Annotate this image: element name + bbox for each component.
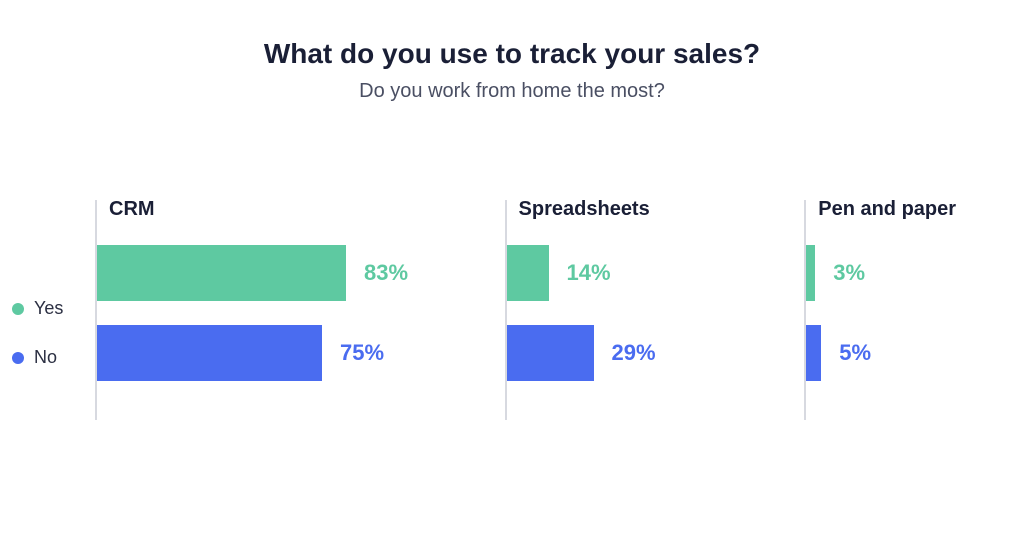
panel-label-spreadsheets: Spreadsheets (519, 198, 650, 221)
legend-item-yes: Yes (12, 298, 63, 319)
panels-container: CRM 83% 75% Spreadsheets 14% (95, 200, 1004, 420)
legend-dot-no (12, 352, 24, 364)
chart-canvas: What do you use to track your sales? Do … (0, 0, 1024, 552)
bar-row-pen-paper-no: 5% (806, 324, 871, 382)
value-pen-paper-no: 5% (839, 340, 871, 366)
bars-crm: 83% 75% (97, 244, 408, 404)
bar-crm-yes (97, 245, 346, 301)
bars-spreadsheets: 14% 29% (507, 244, 656, 404)
chart-title: What do you use to track your sales? (0, 38, 1024, 70)
legend-label-no: No (34, 347, 57, 368)
bar-row-crm-yes: 83% (97, 244, 408, 302)
bar-pen-paper-yes (806, 245, 815, 301)
legend-dot-yes (12, 303, 24, 315)
legend: Yes No (12, 270, 63, 396)
bar-pen-paper-no (806, 325, 821, 381)
bar-crm-no (97, 325, 322, 381)
value-pen-paper-yes: 3% (833, 260, 865, 286)
value-spreadsheets-yes: 14% (567, 260, 611, 286)
bar-row-spreadsheets-yes: 14% (507, 244, 656, 302)
value-spreadsheets-no: 29% (612, 340, 656, 366)
panel-spreadsheets: Spreadsheets 14% 29% (505, 200, 765, 420)
legend-item-no: No (12, 347, 63, 368)
legend-label-yes: Yes (34, 298, 63, 319)
bars-pen-paper: 3% 5% (806, 244, 871, 404)
value-crm-no: 75% (340, 340, 384, 366)
bar-spreadsheets-no (507, 325, 594, 381)
bar-row-crm-no: 75% (97, 324, 408, 382)
chart-subtitle: Do you work from home the most? (0, 80, 1024, 103)
panel-pen-paper: Pen and paper 3% 5% (804, 200, 1004, 420)
panel-label-crm: CRM (109, 198, 155, 221)
bar-row-pen-paper-yes: 3% (806, 244, 871, 302)
bar-spreadsheets-yes (507, 245, 549, 301)
panel-label-pen-paper: Pen and paper (818, 198, 956, 221)
bar-row-spreadsheets-no: 29% (507, 324, 656, 382)
panel-crm: CRM 83% 75% (95, 200, 465, 420)
value-crm-yes: 83% (364, 260, 408, 286)
